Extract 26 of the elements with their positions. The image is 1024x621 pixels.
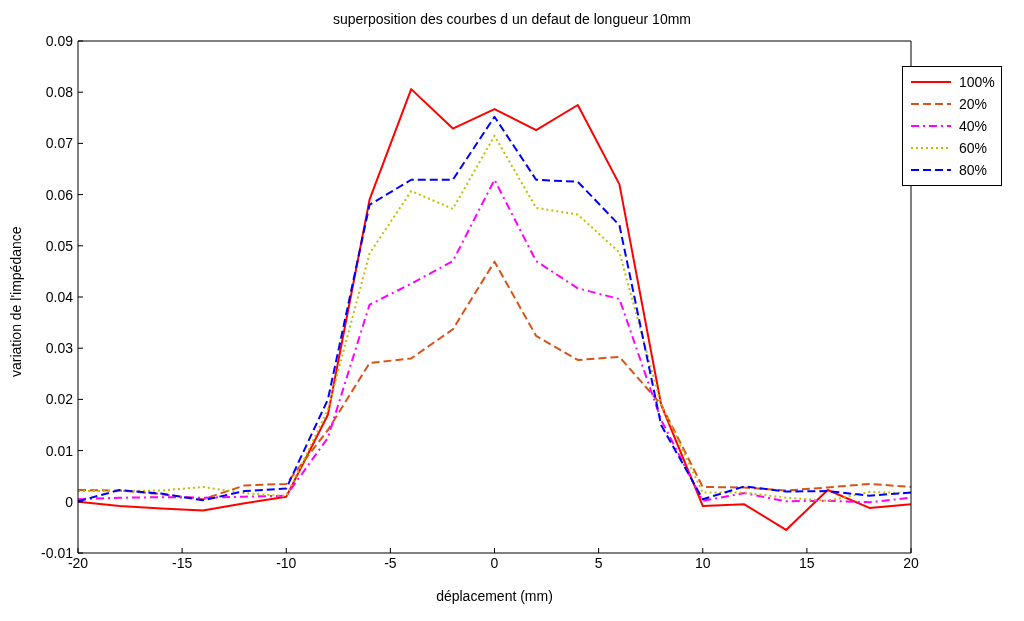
x-tick-label: 20 (903, 554, 919, 571)
x-tick-label: 15 (799, 554, 815, 571)
legend-label: 40% (959, 118, 988, 134)
y-tick-label: 0.06 (45, 186, 74, 203)
y-tick-label: 0.04 (45, 288, 74, 305)
legend-label: 100% (959, 74, 995, 90)
x-tick-label: 10 (694, 554, 711, 571)
y-tick-label: 0.05 (45, 237, 74, 254)
y-tick-label: 0.08 (45, 84, 74, 101)
x-tick-label: 5 (594, 554, 603, 571)
legend-label: 60% (959, 140, 988, 156)
x-tick-label: -15 (172, 554, 193, 571)
chart-title: superposition des courbes d un defaut de longueur 10mm (332, 10, 692, 29)
y-tick-label: 0.02 (45, 391, 74, 408)
x-tick-label: 0 (490, 554, 499, 571)
y-tick-label: 0.09 (45, 32, 74, 49)
legend-label: 80% (959, 162, 988, 178)
y-tick-label: 0 (65, 493, 74, 510)
y-tick-label: 0.03 (45, 340, 74, 357)
x-axis-title: déplacement (mm) (436, 588, 553, 604)
y-tick-label: 0.07 (45, 135, 74, 152)
legend-label: 20% (959, 96, 988, 112)
y-axis-title: variation de l'impédance (7, 226, 24, 377)
y-tick-label: 0.01 (45, 442, 74, 459)
x-tick-label: -5 (384, 554, 397, 571)
x-tick-label: -10 (276, 554, 297, 571)
